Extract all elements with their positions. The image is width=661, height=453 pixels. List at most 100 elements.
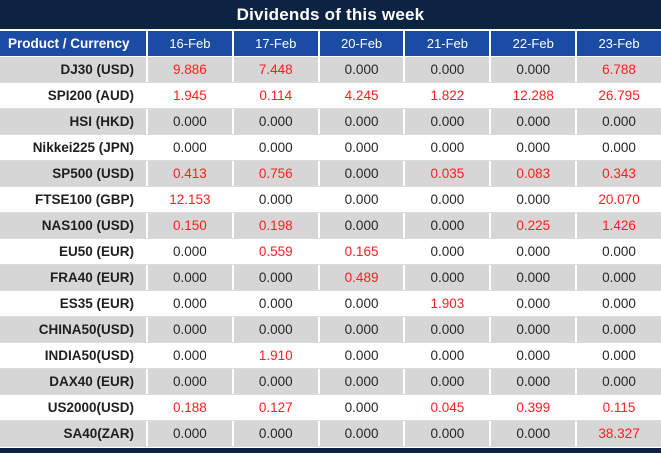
product-cell: US2000(USD) [0,395,148,420]
dividend-cell: 1.910 [234,343,320,368]
dividend-cell: 0.756 [234,161,320,186]
dividend-cell: 0.000 [491,265,578,290]
table-row: ES35 (EUR) 0.000 0.000 0.000 1.903 0.000 0.000 [0,291,661,317]
dividend-cell: 4.245 [320,83,406,108]
dividend-cell: 0.083 [491,161,578,186]
dividend-cell: 0.000 [405,343,492,368]
dividend-cell: 0.000 [491,187,578,212]
dividend-cell: 0.000 [491,57,578,82]
dividend-cell: 1.903 [405,291,492,316]
dividend-cell: 0.000 [405,239,492,264]
dividend-cell: 0.000 [148,265,234,290]
dividend-cell: 0.000 [602,114,636,129]
column-header-date: 22-Feb [491,31,578,56]
dividend-cell: 0.000 [234,317,320,342]
column-header-date: 20-Feb [320,31,406,56]
dividend-cell: 0.000 [148,135,234,160]
dividend-cell: 0.150 [148,213,234,238]
dividend-cell: 0.000 [320,161,406,186]
dividend-cell: 0.000 [148,291,234,316]
dividend-cell: 0.000 [320,343,406,368]
dividend-cell: 0.399 [491,395,578,420]
dividend-cell: 0.000 [602,244,636,259]
dividend-cell: 0.000 [405,265,492,290]
dividend-cell: 0.000 [320,369,406,394]
dividend-cell: 0.188 [148,395,234,420]
dividend-cell: 0.000 [405,369,492,394]
page-title: Dividends of this week [236,4,425,24]
dividend-cell: 0.000 [148,421,234,446]
dividend-cell: 0.413 [148,161,234,186]
dividend-cell: 0.045 [405,395,492,420]
table-row: FRA40 (EUR) 0.000 0.000 0.489 0.000 0.000 0.00… [0,265,661,291]
table-row: DJ30 (USD) 9.886 7.448 0.000 0.000 0.000 6.788 [0,57,661,83]
table-row: NAS100 (USD) 0.150 0.198 0.000 0.000 0.225 1.4… [0,213,661,239]
dividend-cell: 0.000 [405,109,492,134]
dividend-cell: 0.000 [148,317,234,342]
dividend-cell: 0.000 [234,291,320,316]
table-row: DAX40 (EUR) 0.000 0.000 0.000 0.000 0.000 0.00… [0,369,661,395]
product-cell: DAX40 (EUR) [0,369,148,394]
dividend-cell: 1.945 [148,83,234,108]
column-header-date: 17-Feb [234,31,320,56]
dividend-cell: 6.788 [602,62,636,77]
dividend-cell: 0.000 [491,369,578,394]
dividend-cell: 0.000 [320,317,406,342]
dividend-cell: 0.000 [602,374,636,389]
dividend-cell: 0.127 [234,395,320,420]
dividend-cell: 0.000 [491,421,578,446]
dividend-cell: 12.288 [491,83,578,108]
product-cell: ES35 (EUR) [0,291,148,316]
dividend-cell: 0.000 [405,57,492,82]
column-header-product: Product / Currency [0,31,148,56]
table-row: FTSE100 (GBP) 12.153 0.000 0.000 0.000 0.000 2… [0,187,661,213]
dividend-cell: 0.225 [491,213,578,238]
dividend-cell: 0.000 [234,265,320,290]
table-row: SP500 (USD) 0.413 0.756 0.000 0.035 0.083 0.34… [0,161,661,187]
product-cell: Nikkei225 (JPN) [0,135,148,160]
dividend-cell: 0.000 [602,322,636,337]
dividend-cell: 0.000 [148,343,234,368]
dividend-cell: 0.000 [491,291,578,316]
dividend-cell: 1.426 [602,218,636,233]
product-cell: FRA40 (EUR) [0,265,148,290]
dividend-cell: 0.115 [602,400,636,415]
table-row: EU50 (EUR) 0.000 0.559 0.165 0.000 0.000 0.000 [0,239,661,265]
dividend-cell: 0.000 [491,343,578,368]
dividend-cell: 0.000 [234,421,320,446]
product-cell: FTSE100 (GBP) [0,187,148,212]
dividend-cell: 0.000 [320,109,406,134]
dividend-cell: 0.000 [405,213,492,238]
dividend-cell: 0.343 [602,166,636,181]
dividend-cell: 0.000 [320,135,406,160]
dividend-cell: 0.000 [234,109,320,134]
dividend-cell: 0.000 [148,369,234,394]
dividend-cell: 0.000 [491,135,578,160]
dividend-cell: 0.000 [602,270,636,285]
dividend-cell: 0.000 [602,348,636,363]
column-header-product-label: Product / Currency [8,36,130,51]
product-cell: INDIA50(USD) [0,343,148,368]
product-cell: NAS100 (USD) [0,213,148,238]
table-row: HSI (HKD) 0.000 0.000 0.000 0.000 0.000 0.000 [0,109,661,135]
dividend-cell: 0.000 [405,187,492,212]
dividend-cell: 20.070 [598,192,640,207]
dividend-cell: 0.000 [405,421,492,446]
table-header-row: Product / Currency 16-Feb 17-Feb 20-Feb 21-… [0,31,661,57]
table-body: DJ30 (USD) 9.886 7.448 0.000 0.000 0.000 6.788… [0,57,661,447]
dividend-cell: 9.886 [148,57,234,82]
dividend-cell: 0.198 [234,213,320,238]
dividend-cell: 0.000 [148,109,234,134]
dividend-cell: 0.000 [491,317,578,342]
dividend-cell: 0.000 [405,135,492,160]
product-cell: CHINA50(USD) [0,317,148,342]
table-row: SPI200 (AUD) 1.945 0.114 4.245 1.822 12.288 26… [0,83,661,109]
table-row: Nikkei225 (JPN) 0.000 0.000 0.000 0.000 0.000… [0,135,661,161]
table-row: CHINA50(USD) 0.000 0.000 0.000 0.000 0.000 0.0… [0,317,661,343]
product-cell: HSI (HKD) [0,109,148,134]
dividend-cell: 0.000 [320,291,406,316]
dividend-cell: 1.822 [405,83,492,108]
product-cell: SP500 (USD) [0,161,148,186]
dividend-cell: 7.448 [234,57,320,82]
